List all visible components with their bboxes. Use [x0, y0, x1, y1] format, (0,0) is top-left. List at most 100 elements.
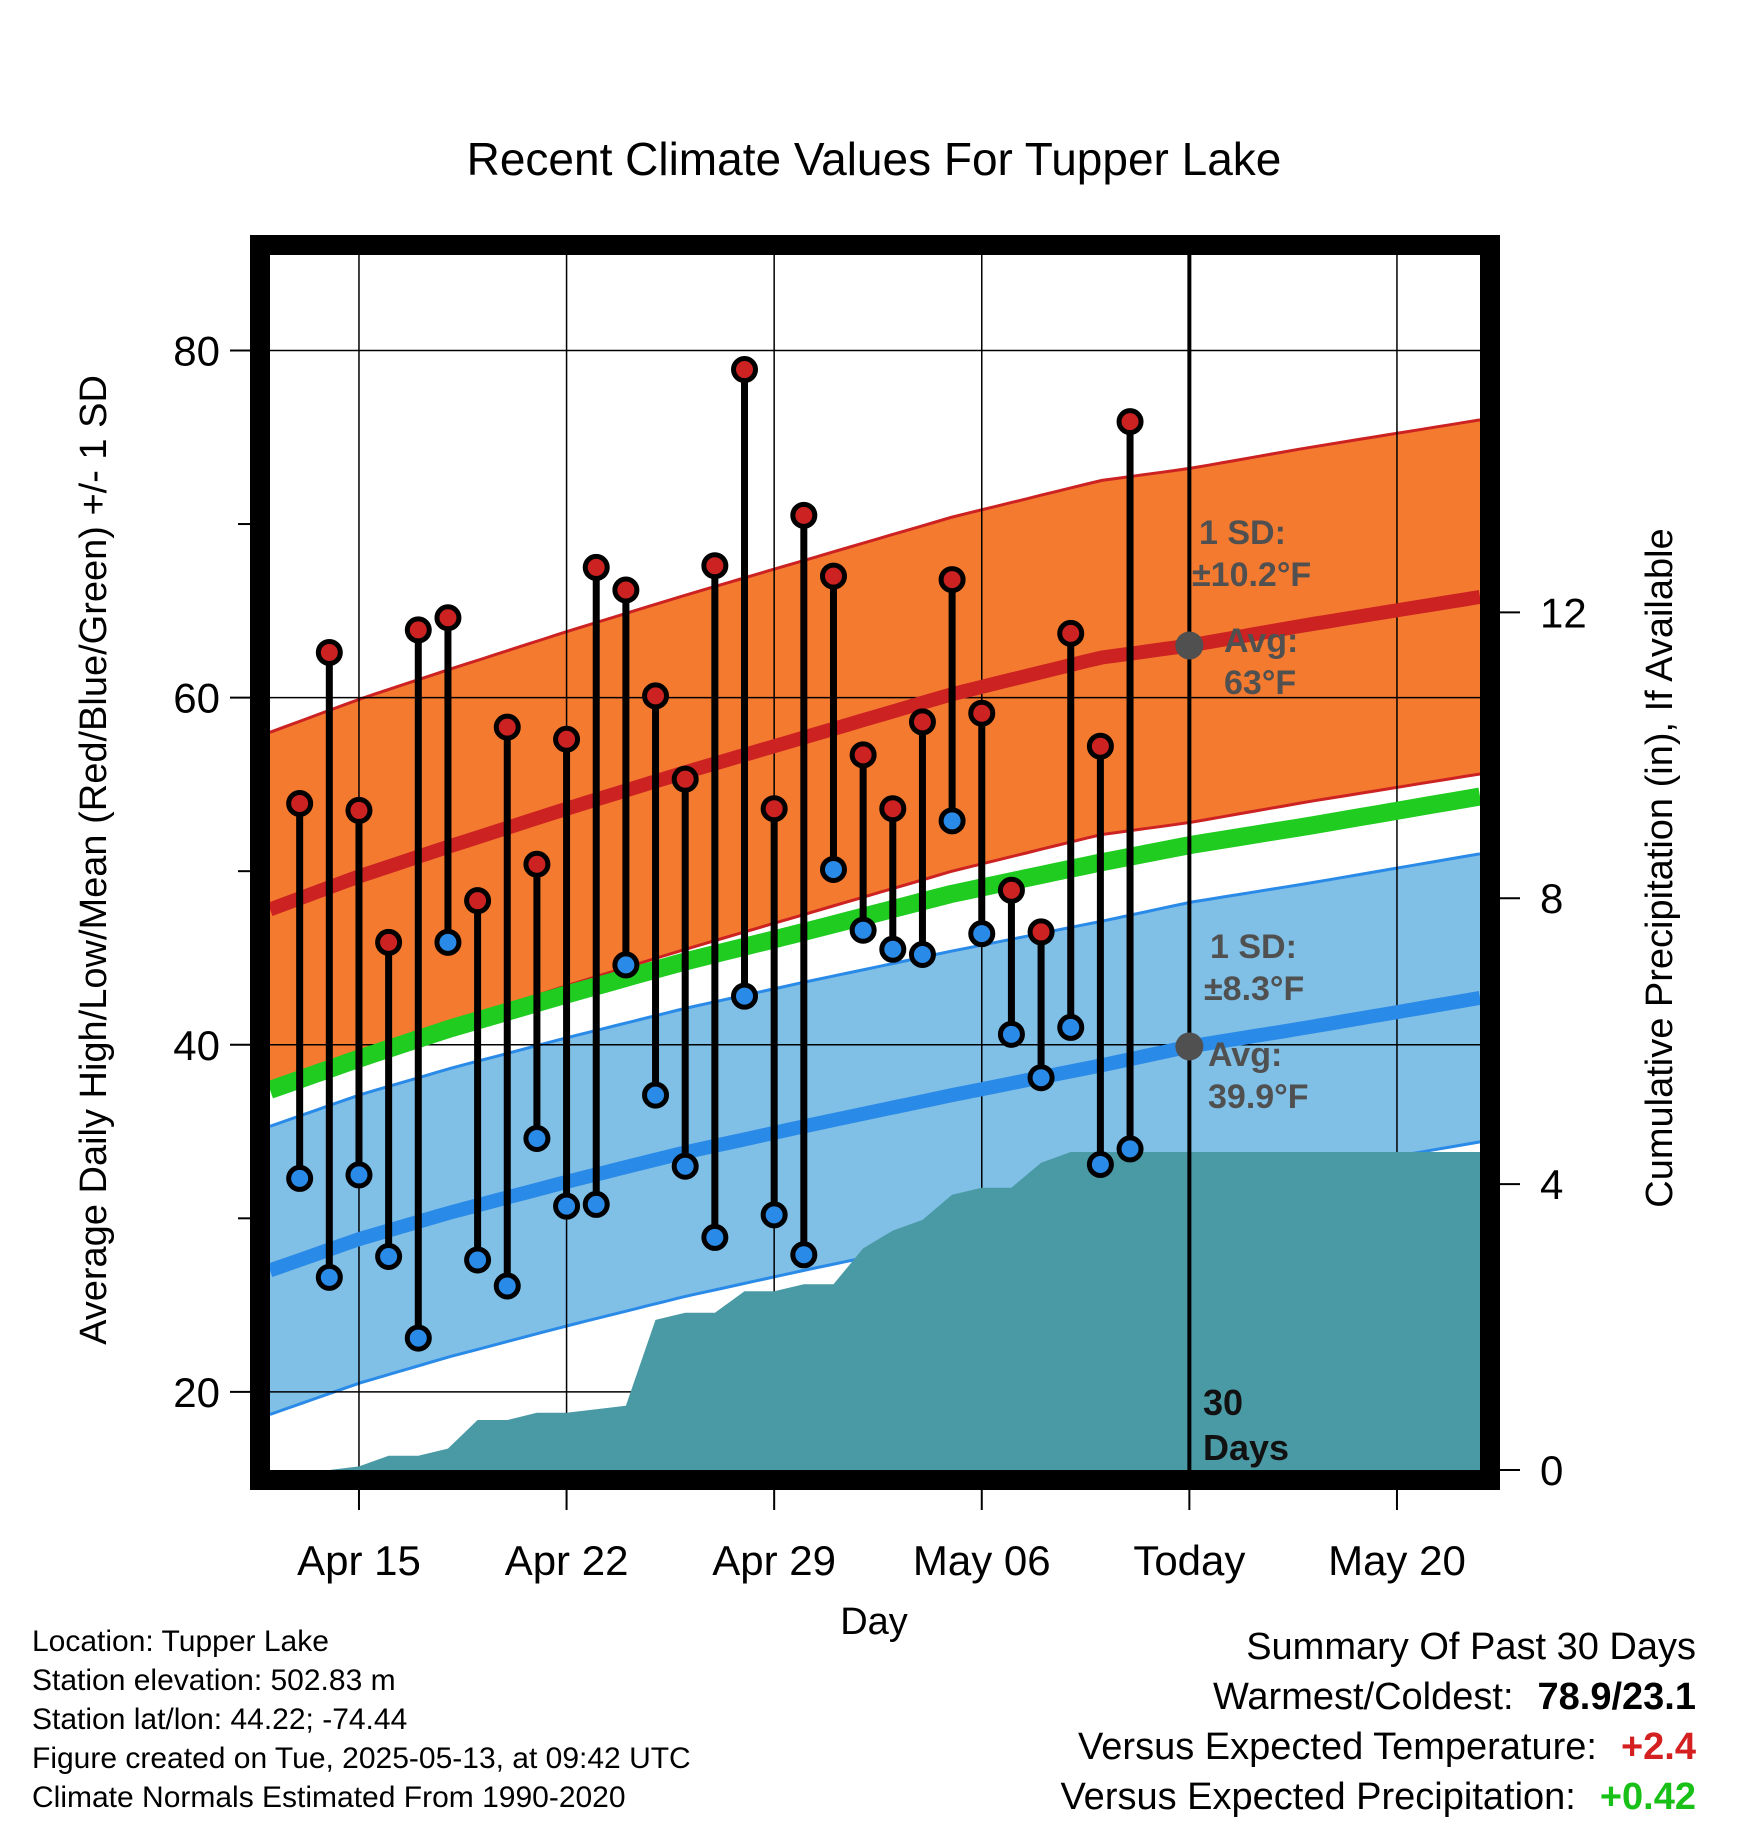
precip-label: Versus Expected Precipitation:	[1060, 1776, 1576, 1818]
y2-tick-label: 0	[1540, 1447, 1563, 1494]
warm-cold-label: Warmest/Coldest:	[1212, 1676, 1514, 1718]
created-text: Figure created on Tue, 2025-05-13, at 09…	[32, 1742, 691, 1775]
y-axis-label: Average Daily High/Low/Mean (Red/Blue/Gr…	[73, 375, 115, 1345]
daily-low-point	[701, 1223, 729, 1251]
summary-precip: Versus Expected Precipitation: +0.42	[1060, 1772, 1696, 1822]
daily-high-point	[1057, 619, 1085, 647]
daily-low-point	[523, 1124, 551, 1152]
summary-panel: Summary Of Past 30 Days Warmest/Coldest:…	[1060, 1622, 1696, 1822]
daily-high-point	[345, 796, 373, 824]
high-sd-label: 1 SD:	[1199, 514, 1286, 552]
high-sd-value: ±10.2°F	[1192, 556, 1311, 594]
daily-low-point	[968, 920, 996, 948]
daily-low-point	[642, 1081, 670, 1109]
station-info: Location: Tupper Lake Station elevation:…	[32, 1622, 691, 1817]
daily-high-point	[997, 876, 1025, 904]
daily-low-point	[493, 1272, 521, 1300]
daily-high-point	[493, 713, 521, 741]
plot-frame	[250, 235, 1500, 1490]
precip-value: +0.42	[1599, 1776, 1696, 1818]
precip-area	[270, 1152, 1480, 1470]
daily-high-point	[642, 682, 670, 710]
daily-low-point	[1086, 1151, 1114, 1179]
daily-high-point	[849, 741, 877, 769]
daily-high-point	[523, 850, 551, 878]
x-tick-label: Apr 15	[297, 1537, 421, 1584]
daily-high-point	[434, 604, 462, 632]
daily-high-point	[315, 638, 343, 666]
summary-heading: Summary Of Past 30 Days	[1246, 1626, 1696, 1668]
low-avg-value: 39.9°F	[1208, 1078, 1309, 1116]
plot-area: 20 40 60 80 0 4 8 12 Apr 15 Apr 22 Apr 29 May 06 Tod…	[173, 235, 1587, 1584]
daily-low-point	[315, 1263, 343, 1291]
daily-high-point	[404, 616, 432, 644]
summary-temp: Versus Expected Temperature: +2.4	[1060, 1722, 1696, 1772]
daily-low-point	[553, 1192, 581, 1220]
y-tick-label: 80	[173, 327, 220, 374]
temp-label: Versus Expected Temperature:	[1078, 1726, 1597, 1768]
daily-high-point	[464, 887, 492, 915]
x-tick-label: Apr 22	[505, 1537, 629, 1584]
y-tick-label: 40	[173, 1022, 220, 1069]
daily-high-point	[701, 552, 729, 580]
normals-text: Climate Normals Estimated From 1990-2020	[32, 1781, 626, 1814]
daily-high-point	[553, 725, 581, 753]
high-sd-band-upper-edge	[269, 418, 1481, 734]
temp-value: +2.4	[1620, 1726, 1696, 1768]
window-unit-label: Days	[1203, 1427, 1289, 1468]
daily-low-point	[849, 916, 877, 944]
daily-high-point	[612, 576, 640, 604]
high-avg-value: 63°F	[1224, 664, 1296, 702]
low-sd-band	[270, 853, 1480, 1415]
daily-low-point	[1027, 1064, 1055, 1092]
daily-low-point	[819, 855, 847, 883]
x-tick-label: May 20	[1328, 1537, 1466, 1584]
daily-high-point	[671, 765, 699, 793]
daily-high-point	[760, 795, 788, 823]
summary-warm-cold: Warmest/Coldest: 78.9/23.1	[1060, 1672, 1696, 1722]
high-avg-label: Avg:	[1224, 622, 1298, 660]
daily-high-point	[938, 566, 966, 594]
location-text: Location: Tupper Lake	[32, 1625, 329, 1658]
daily-low-point	[404, 1324, 432, 1352]
low-sd-label: 1 SD:	[1210, 928, 1297, 966]
chart-title: Recent Climate Values For Tupper Lake	[467, 133, 1282, 185]
low-avg-label: Avg:	[1208, 1036, 1282, 1074]
daily-low-point	[434, 928, 462, 956]
warm-cold-value: 78.9/23.1	[1537, 1676, 1696, 1718]
daily-high-point	[1086, 732, 1114, 760]
daily-low-point	[582, 1190, 610, 1218]
y2-tick-label: 8	[1540, 875, 1563, 922]
daily-low-point	[345, 1161, 373, 1189]
daily-low-point	[612, 951, 640, 979]
latlon-text: Station lat/lon: 44.22; -74.44	[32, 1703, 408, 1736]
normal-low-line	[267, 991, 1482, 1278]
daily-low-point	[997, 1020, 1025, 1048]
today-low-avg-marker	[1175, 1032, 1204, 1061]
daily-high-point	[879, 795, 907, 823]
daily-low-point	[1116, 1135, 1144, 1163]
y-tick-label: 60	[173, 675, 220, 722]
normal-high-line	[267, 589, 1482, 916]
today-high-avg-marker	[1175, 631, 1204, 660]
daily-low-point	[790, 1241, 818, 1269]
daily-low-point	[760, 1201, 788, 1229]
low-sd-band-upper-edge	[269, 852, 1481, 1128]
daily-low-point	[938, 807, 966, 835]
low-sd-value: ±8.3°F	[1204, 970, 1304, 1008]
daily-high-point	[790, 501, 818, 529]
normal-mean-line	[267, 787, 1482, 1099]
y2-axis-label: Cumulative Precipitation (in), If Availa…	[1639, 528, 1681, 1207]
daily-low-point	[731, 982, 759, 1010]
daily-low-point	[286, 1164, 314, 1192]
x-axis-label: Day	[840, 1601, 908, 1643]
daily-high-point	[286, 789, 314, 817]
x-tick-label: May 06	[913, 1537, 1051, 1584]
y2-tick-label: 4	[1540, 1161, 1563, 1208]
daily-low-point	[375, 1243, 403, 1271]
daily-high-point	[908, 708, 936, 736]
daily-low-point	[671, 1152, 699, 1180]
y2-tick-label: 12	[1540, 589, 1587, 636]
daily-high-point	[375, 928, 403, 956]
y-tick-label: 20	[173, 1369, 220, 1416]
